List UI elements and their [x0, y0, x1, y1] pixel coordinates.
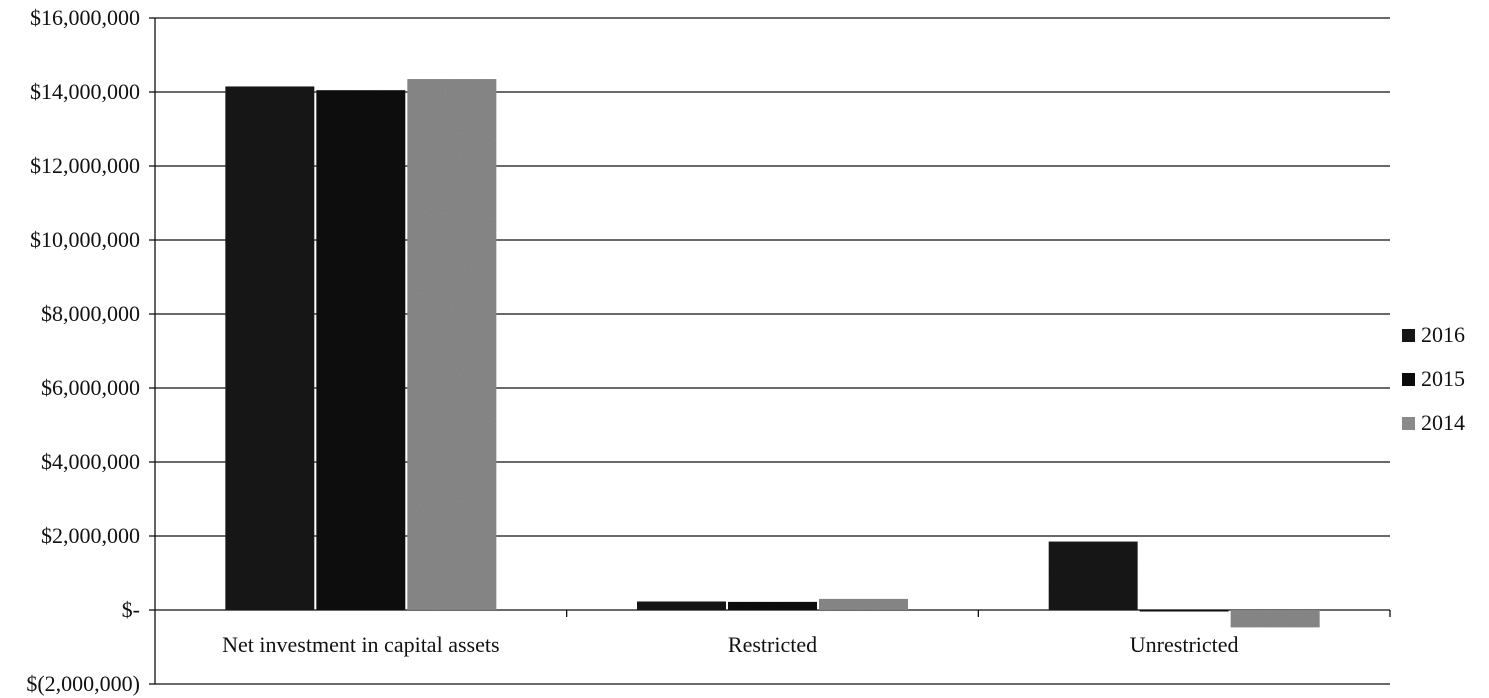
- y-tick-label: $8,000,000: [41, 301, 140, 326]
- legend-swatch-2015: [1402, 372, 1415, 386]
- y-tick-label: $14,000,000: [30, 79, 140, 104]
- legend-swatch-2016: [1402, 328, 1415, 342]
- legend-label: 2015: [1421, 366, 1465, 391]
- bar-2014-3: [1230, 610, 1320, 628]
- y-tick-label: $10,000,000: [30, 227, 140, 252]
- legend-swatch-2014: [1402, 416, 1415, 430]
- x-tick-label: Net investment in capital assets: [222, 632, 499, 657]
- legend-item-2016: 2016: [1402, 322, 1465, 348]
- bar-2015-1: [316, 90, 406, 610]
- bar-2014-2: [819, 598, 908, 610]
- x-tick-labels: Net investment in capital assets Restrict…: [222, 632, 1238, 657]
- axes: [154, 18, 1391, 684]
- bar-2016-2: [637, 601, 726, 610]
- bar-2015-3: [1139, 610, 1229, 612]
- bar-2016-3: [1048, 541, 1138, 610]
- legend: 2016 2015 2014: [1402, 322, 1465, 454]
- y-tick-labels: $16,000,000 $14,000,000 $12,000,000 $10,000…: [26, 5, 140, 696]
- y-tick-label: $-: [122, 597, 140, 622]
- bar-2016-1: [225, 86, 315, 610]
- y-tick-label: $12,000,000: [30, 153, 140, 178]
- legend-label: 2016: [1421, 322, 1465, 347]
- x-tick-label: Unrestricted: [1130, 632, 1239, 657]
- bars: [225, 79, 1320, 628]
- legend-item-2015: 2015: [1402, 366, 1465, 392]
- y-tick-label: $4,000,000: [41, 449, 140, 474]
- bar-2014-1: [407, 79, 497, 611]
- x-tick-label: Restricted: [728, 632, 817, 657]
- legend-label: 2014: [1421, 410, 1465, 435]
- y-tick-label: $6,000,000: [41, 375, 140, 400]
- y-tick-label: $2,000,000: [41, 523, 140, 548]
- legend-item-2014: 2014: [1402, 410, 1465, 436]
- y-tick-label: $16,000,000: [30, 5, 140, 30]
- bar-2015-2: [728, 601, 817, 610]
- y-tick-label: $(2,000,000): [26, 671, 140, 696]
